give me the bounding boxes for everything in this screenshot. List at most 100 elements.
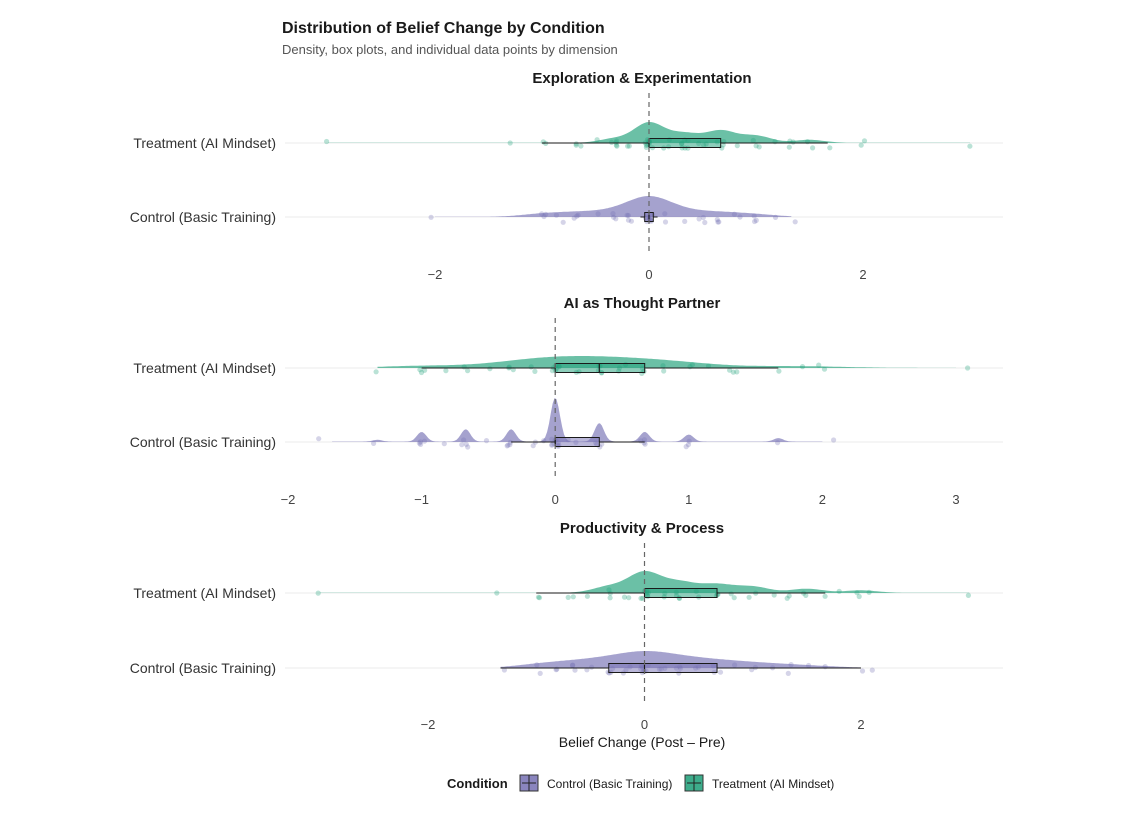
data-point — [643, 144, 650, 150]
group-control: Control (Basic Training) — [130, 651, 875, 677]
data-point — [854, 590, 860, 596]
y-axis-label: Treatment (AI Mindset) — [133, 585, 276, 601]
data-point — [641, 440, 647, 446]
data-point — [696, 216, 702, 222]
data-point — [571, 215, 577, 221]
data-point — [465, 444, 471, 450]
data-point — [443, 368, 449, 374]
x-tick-label: −2 — [421, 717, 436, 732]
data-point — [642, 441, 648, 447]
data-point — [746, 594, 752, 600]
data-point — [613, 142, 620, 148]
data-point — [611, 214, 617, 220]
x-tick-label: 2 — [857, 717, 864, 732]
data-point — [584, 593, 591, 599]
x-tick-label: 2 — [859, 267, 866, 282]
data-point — [537, 670, 543, 677]
data-point — [641, 437, 648, 443]
data-point — [714, 216, 720, 223]
data-point — [463, 441, 469, 447]
density-curve — [332, 398, 823, 442]
data-point — [965, 365, 971, 371]
data-point — [717, 669, 724, 675]
data-point — [731, 211, 738, 217]
data-point — [686, 438, 692, 444]
data-point — [549, 442, 555, 448]
data-point — [786, 593, 792, 599]
data-point — [705, 363, 712, 369]
data-point — [614, 138, 620, 144]
x-tick-label: 0 — [552, 492, 559, 507]
data-point — [662, 211, 668, 217]
data-point — [534, 662, 540, 668]
data-point — [613, 216, 619, 222]
data-point — [371, 440, 377, 446]
x-tick-label: 0 — [645, 267, 652, 282]
data-point — [869, 667, 875, 673]
data-point — [788, 662, 794, 668]
data-point — [606, 587, 612, 593]
group-treatment: Treatment (AI Mindset) — [133, 356, 971, 376]
data-point — [702, 219, 708, 226]
data-point — [610, 211, 616, 217]
data-point — [530, 443, 536, 449]
data-point — [417, 439, 423, 445]
data-point — [638, 595, 644, 601]
data-point — [549, 436, 555, 442]
data-point — [859, 668, 866, 674]
data-point — [507, 442, 513, 448]
data-point — [643, 142, 650, 148]
facet-title: Productivity & Process — [560, 520, 724, 537]
box — [644, 588, 718, 598]
data-point — [785, 670, 791, 677]
chart-title: Distribution of Belief Change by Conditi… — [282, 20, 605, 37]
data-point — [816, 362, 822, 368]
data-point — [594, 137, 600, 143]
data-point — [609, 139, 615, 145]
data-point — [553, 212, 560, 218]
box — [648, 138, 722, 148]
data-point — [574, 213, 580, 219]
data-point — [682, 218, 688, 224]
data-point — [861, 138, 868, 144]
data-point — [683, 444, 689, 450]
data-point — [536, 595, 543, 601]
panel: AI as Thought Partner Treatment (AI Minds… — [130, 295, 1003, 507]
data-point — [578, 143, 584, 149]
y-axis-label: Treatment (AI Mindset) — [133, 360, 276, 376]
data-point — [803, 592, 809, 599]
data-point — [625, 143, 631, 149]
data-point — [858, 142, 864, 148]
data-point — [315, 590, 321, 596]
data-point — [750, 137, 756, 144]
data-point — [771, 592, 777, 598]
chart-subtitle: Density, box plots, and individual data … — [282, 42, 618, 57]
data-point — [821, 366, 828, 372]
data-point — [573, 142, 579, 148]
data-point — [628, 218, 635, 224]
y-axis-label: Control (Basic Training) — [130, 209, 276, 225]
legend-key — [519, 774, 539, 792]
x-tick-label: 1 — [685, 492, 692, 507]
data-point — [626, 595, 632, 601]
data-point — [625, 217, 632, 223]
facet-panels: Exploration & Experimentation Treatment (… — [130, 70, 1003, 732]
data-point — [827, 145, 833, 151]
data-point — [575, 212, 581, 218]
data-point — [822, 593, 828, 599]
data-point — [595, 211, 601, 217]
data-point — [626, 143, 632, 149]
x-tick-label: −1 — [414, 492, 429, 507]
data-point — [528, 364, 534, 370]
data-point — [715, 219, 721, 225]
x-tick-label: 2 — [819, 492, 826, 507]
x-tick-label: 3 — [952, 492, 959, 507]
data-point — [751, 213, 757, 219]
data-point — [752, 218, 758, 225]
data-point — [737, 214, 743, 220]
data-point — [505, 442, 511, 448]
data-point — [753, 143, 759, 149]
data-point — [569, 662, 576, 669]
data-point — [373, 369, 379, 375]
